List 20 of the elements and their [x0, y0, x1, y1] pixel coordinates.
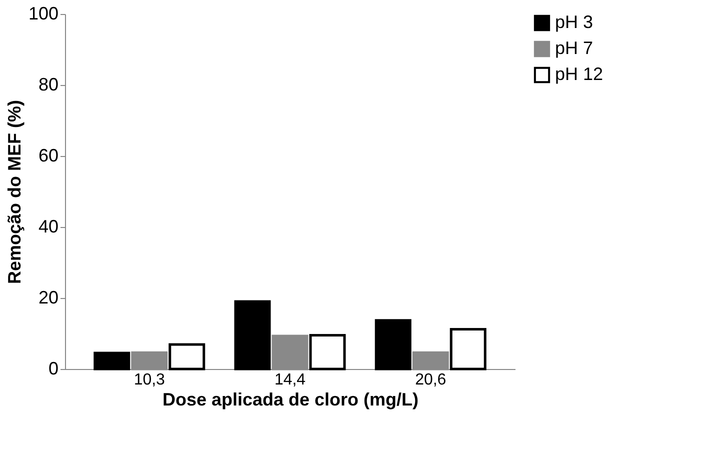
x-tick-label: 14,4: [274, 372, 306, 388]
y-tick-label: 100: [28, 4, 58, 24]
bar: [94, 352, 130, 370]
y-tick-label: 60: [38, 146, 58, 166]
bar: [234, 300, 271, 370]
x-tick-label: 20,6: [415, 372, 446, 388]
legend-label: pH 12: [555, 64, 604, 84]
bar: [450, 328, 486, 370]
legend-label: pH 7: [555, 38, 594, 58]
bar: [374, 319, 412, 370]
x-axis-title: Dose aplicada de cloro (mg/L): [162, 390, 419, 410]
y-tick-label: 80: [38, 74, 58, 94]
y-tick-label: 20: [38, 288, 58, 308]
x-tick-label: 10,3: [134, 372, 166, 388]
y-axis-title: Remoção do MEF (%): [4, 100, 24, 284]
y-tick-label: 40: [38, 216, 58, 236]
y-tick-label: 0: [48, 358, 58, 378]
bar: [168, 343, 206, 370]
bar: [309, 334, 346, 370]
legend-label: pH 3: [555, 12, 594, 32]
